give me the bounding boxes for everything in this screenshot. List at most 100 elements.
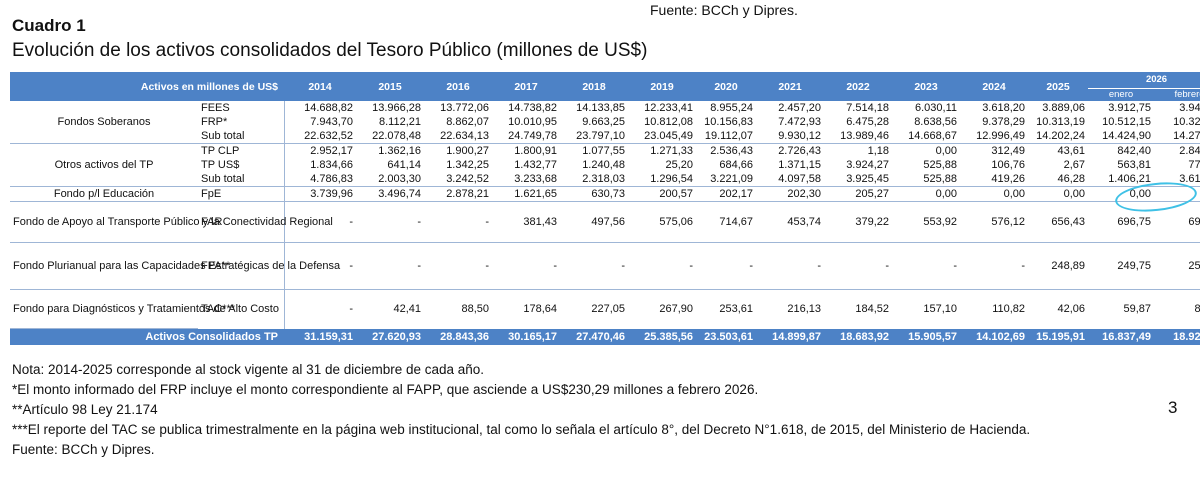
- cell-value: 3.221,09: [696, 172, 757, 187]
- row-code: Sub total: [198, 129, 285, 144]
- group-label-fondo-educacion: Fondo p/l Educación: [10, 186, 198, 202]
- cell-value: 453,74: [756, 201, 825, 243]
- table-row: TP US$ 1.834,66 641,14 1.342,25 1.432,77 1.24…: [10, 158, 1200, 172]
- year-header: 2016: [424, 72, 493, 101]
- cell-value: 22.634,13: [424, 129, 493, 144]
- cell-value: 1.900,27: [446, 145, 490, 157]
- cell-value: 184,52: [855, 303, 890, 316]
- cell-value: -: [283, 201, 357, 243]
- cell-value: 1.621,65: [492, 186, 561, 202]
- cell-value: -: [696, 242, 757, 290]
- cell-value: 9.663,25: [582, 116, 626, 128]
- cell-value: 3.944,20: [1179, 102, 1200, 114]
- cell-value: 6.030,11: [915, 102, 958, 114]
- cell-value: 3.242,52: [424, 172, 493, 187]
- cell-value: 312,49: [991, 145, 1026, 157]
- cell-value: 419,26: [960, 172, 1029, 187]
- cell-value: 381,43: [492, 201, 561, 243]
- table-subtitle: Evolución de los activos consolidados de…: [12, 40, 648, 61]
- cell-value: 85,74: [1194, 303, 1200, 316]
- year-header: 2019: [628, 72, 697, 101]
- cell-value: -: [283, 242, 357, 290]
- cell-value: 24.749,78: [492, 129, 561, 144]
- cell-value: 1.296,54: [628, 172, 697, 187]
- cell-value: 2.003,30: [356, 172, 425, 187]
- source-top: Fuente: BCCh y Dipres.: [650, 2, 798, 18]
- cell-value: 3.233,68: [492, 172, 561, 187]
- cell-value: -: [424, 242, 493, 290]
- cell-value: -: [824, 242, 893, 290]
- cell-value: -: [628, 242, 697, 290]
- cell-value: -: [424, 201, 493, 243]
- total-row: Activos Consolidados TP 31.159,31 27.620,9…: [10, 328, 1200, 345]
- cell-value: 2,67: [1063, 159, 1086, 171]
- cell-value: 13.772,06: [440, 102, 490, 114]
- cell-value: 0,00: [1088, 186, 1155, 202]
- total-value: 23.503,61: [696, 328, 757, 345]
- cell-value: 248,89: [1028, 242, 1089, 290]
- cell-value: 216,13: [787, 303, 822, 316]
- cell-value: 777,58: [1188, 159, 1200, 171]
- cell-value: -: [356, 242, 425, 290]
- cell-value: 1.077,55: [582, 145, 626, 157]
- cell-value: 106,76: [991, 159, 1026, 171]
- cell-value: 1.834,66: [283, 158, 357, 172]
- cell-value: 59,87: [1123, 303, 1152, 316]
- cell-value: 842,40: [1117, 145, 1152, 157]
- month-header-enero: enero: [1088, 88, 1155, 101]
- cell-value: 2.840,07: [1179, 145, 1200, 157]
- cell-value: 525,88: [923, 159, 958, 171]
- year-header: 2024: [960, 72, 1029, 101]
- row-code: FRP*: [201, 116, 228, 128]
- cell-value: 1.406,21: [1088, 172, 1155, 187]
- cell-value: 14.738,82: [508, 102, 558, 114]
- cell-value: 253,61: [719, 303, 754, 316]
- cell-value: 1.342,25: [446, 159, 490, 171]
- cell-value: 0,00: [960, 186, 1029, 202]
- cell-value: 200,57: [628, 186, 697, 202]
- cell-value: 1.362,16: [378, 145, 422, 157]
- cell-value: 110,82: [992, 303, 1026, 316]
- total-value: 31.159,31: [284, 328, 357, 345]
- total-value: 15.195,91: [1028, 328, 1089, 345]
- cell-value: 8.112,21: [379, 116, 422, 128]
- total-value: 25.385,56: [628, 328, 697, 345]
- cell-value: 8.862,07: [446, 116, 490, 128]
- cell-value: 3.889,06: [1042, 102, 1086, 114]
- cell-value: -: [560, 242, 629, 290]
- cell-value: 641,14: [387, 159, 422, 171]
- cell-value: 12.233,41: [644, 102, 694, 114]
- cell-value: 19.112,07: [696, 129, 757, 144]
- total-value: 14.102,69: [960, 328, 1029, 345]
- total-value: 27.620,93: [356, 328, 425, 345]
- year-header: 2015: [356, 72, 425, 101]
- header-label: Activos en millones de US$: [10, 72, 285, 101]
- total-value: 27.470,46: [560, 328, 629, 345]
- cell-value: 7.943,70: [283, 115, 357, 129]
- cell-value: 14.668,67: [892, 129, 961, 144]
- cell-value: 553,92: [892, 201, 961, 243]
- cell-value: 14.271,87: [1154, 129, 1200, 144]
- cell-value: 2.726,43: [778, 145, 822, 157]
- cell-value: 694,54: [1154, 201, 1200, 243]
- cell-value: 8.638,56: [914, 116, 958, 128]
- total-value: 16.837,49: [1088, 328, 1155, 345]
- year-header: 2020: [696, 72, 757, 101]
- cell-value: 1.800,91: [514, 145, 558, 157]
- note-line: **Artículo 98 Ley 21.174: [12, 402, 158, 417]
- cell-value: 10.512,15: [1102, 116, 1152, 128]
- cell-value: 1,18: [867, 145, 890, 157]
- table-row: FRP* 7.943,70 8.112,21 8.862,07 10.010,95 9.6…: [10, 115, 1200, 129]
- cell-value: 696,75: [1088, 201, 1155, 243]
- cell-value: 250,45: [1154, 242, 1200, 290]
- row-code: TAC***: [201, 303, 236, 316]
- month-header-febrero: febrero: [1154, 88, 1200, 101]
- group-label-fondos-soberanos: Fondos Soberanos: [10, 101, 198, 144]
- table-row: Fondo Plurianual para las Capacidades Es…: [10, 242, 1200, 290]
- cell-value: 563,81: [1117, 159, 1152, 171]
- total-value: 28.843,36: [424, 328, 493, 345]
- cell-value: 249,75: [1088, 242, 1155, 290]
- cell-value: 46,28: [1028, 172, 1089, 187]
- cell-value: -: [960, 242, 1029, 290]
- cell-value: 3.618,20: [982, 102, 1026, 114]
